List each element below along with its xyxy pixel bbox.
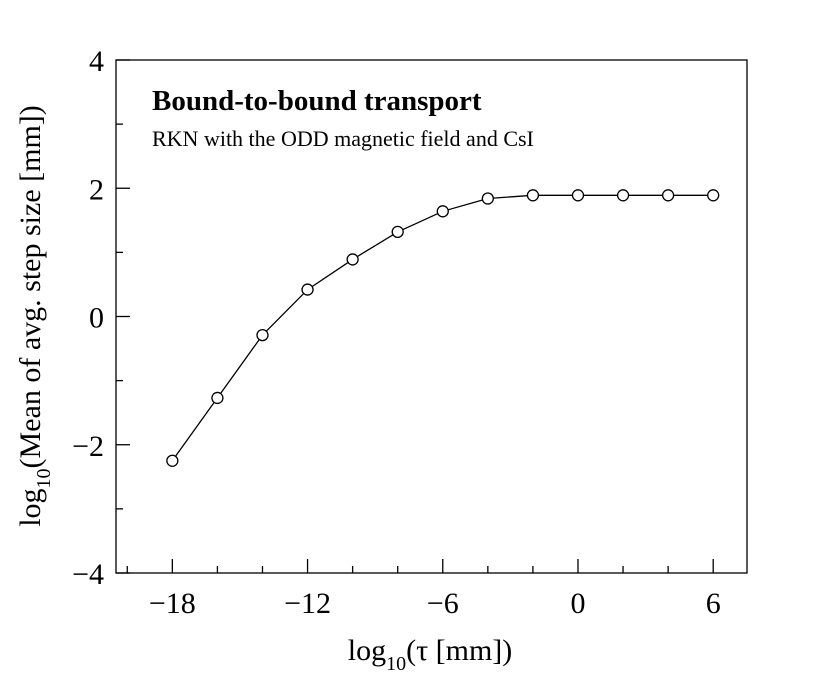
x-axis-label: log10(τ [mm])	[348, 634, 513, 675]
y-tick-label: 4	[89, 45, 104, 78]
x-axis-label-sub: 10	[386, 653, 406, 675]
y-axis-label: log10(Mean of avg. step size [mm])	[14, 105, 55, 527]
data-point	[301, 283, 314, 296]
series-line	[171, 194, 714, 462]
y-tick-labels: −4 −2 0 2 4	[72, 45, 104, 591]
x-axis-label-prefix: log	[348, 634, 386, 667]
chart-subtitle: RKN with the ODD magnetic field and CsI	[152, 126, 534, 151]
x-axis-label-body: (τ [mm])	[406, 634, 512, 667]
data-point	[346, 253, 359, 266]
data-point	[166, 454, 179, 467]
data-point	[211, 391, 224, 405]
y-axis-label-prefix: log	[14, 488, 47, 526]
data-point	[571, 189, 585, 202]
axis-ticks	[116, 59, 714, 574]
y-axis-label-body: (Mean of avg. step size [mm])	[14, 105, 47, 468]
x-tick-label: −12	[284, 587, 331, 620]
x-tick-label: −6	[427, 587, 459, 620]
y-tick-label: −4	[72, 558, 104, 591]
x-tick-label: −18	[149, 587, 196, 620]
x-tick-label: 6	[706, 587, 721, 620]
data-point	[391, 225, 404, 239]
y-tick-label: −2	[72, 430, 104, 463]
data-point	[436, 205, 449, 218]
data-points	[166, 189, 720, 467]
data-point	[661, 189, 675, 202]
data-point	[481, 192, 494, 205]
y-tick-label: 0	[89, 302, 104, 335]
data-point	[256, 328, 269, 342]
x-tick-label: 0	[570, 587, 585, 620]
data-point	[526, 189, 540, 202]
data-point	[616, 189, 630, 202]
y-axis-label-sub: 10	[33, 468, 55, 488]
chart-title: Bound-to-bound transport	[152, 85, 482, 117]
data-point	[707, 189, 720, 202]
y-tick-label: 2	[89, 173, 104, 206]
x-tick-labels: −18 −12 −6 0 6	[149, 587, 721, 620]
